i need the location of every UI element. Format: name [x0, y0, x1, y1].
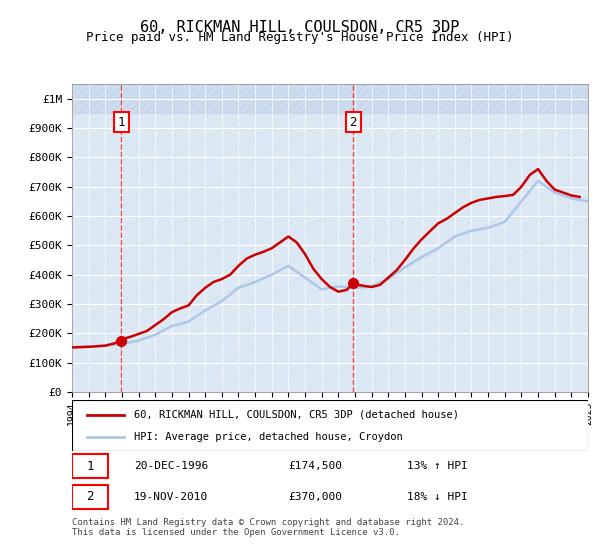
Text: 2: 2: [86, 491, 94, 503]
Text: 20-DEC-1996: 20-DEC-1996: [134, 461, 208, 471]
FancyBboxPatch shape: [72, 486, 108, 508]
Text: 1: 1: [86, 460, 94, 473]
Text: Contains HM Land Registry data © Crown copyright and database right 2024.
This d: Contains HM Land Registry data © Crown c…: [72, 518, 464, 538]
Text: Price paid vs. HM Land Registry's House Price Index (HPI): Price paid vs. HM Land Registry's House …: [86, 31, 514, 44]
Text: 60, RICKMAN HILL, COULSDON, CR5 3DP: 60, RICKMAN HILL, COULSDON, CR5 3DP: [140, 20, 460, 35]
Text: 1: 1: [118, 115, 125, 129]
Text: £370,000: £370,000: [289, 492, 343, 502]
Text: 19-NOV-2010: 19-NOV-2010: [134, 492, 208, 502]
Text: 60, RICKMAN HILL, COULSDON, CR5 3DP (detached house): 60, RICKMAN HILL, COULSDON, CR5 3DP (det…: [134, 409, 459, 419]
Text: HPI: Average price, detached house, Croydon: HPI: Average price, detached house, Croy…: [134, 432, 403, 442]
FancyBboxPatch shape: [72, 455, 108, 478]
Text: 13% ↑ HPI: 13% ↑ HPI: [407, 461, 468, 471]
Text: 18% ↓ HPI: 18% ↓ HPI: [407, 492, 468, 502]
FancyBboxPatch shape: [72, 400, 588, 451]
Text: 2: 2: [349, 115, 357, 129]
Text: £174,500: £174,500: [289, 461, 343, 471]
